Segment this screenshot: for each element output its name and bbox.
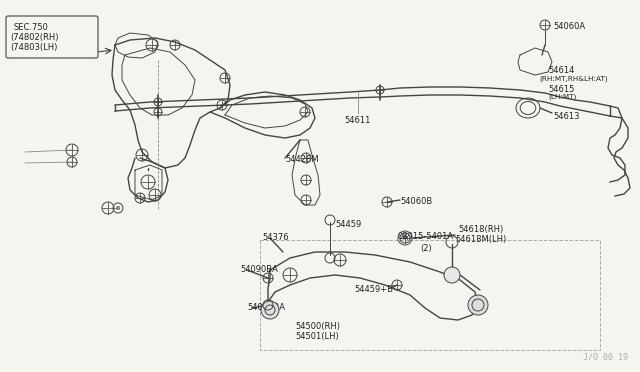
- Text: (74802(RH): (74802(RH): [10, 33, 58, 42]
- Text: 54459: 54459: [335, 220, 361, 229]
- Text: 54376: 54376: [262, 233, 289, 242]
- Text: (LH:MT): (LH:MT): [548, 93, 576, 99]
- Circle shape: [444, 267, 460, 283]
- Text: J/O 00 19: J/O 00 19: [583, 353, 628, 362]
- Text: 54611: 54611: [345, 116, 371, 125]
- Text: 54501(LH): 54501(LH): [295, 332, 339, 341]
- Text: 54614: 54614: [548, 66, 574, 75]
- Text: 54090BA: 54090BA: [240, 265, 278, 274]
- Text: (74803(LH): (74803(LH): [10, 43, 58, 52]
- Text: 54613: 54613: [553, 112, 579, 121]
- Text: 54060B: 54060B: [400, 197, 432, 206]
- Text: 54459+B: 54459+B: [354, 285, 393, 294]
- Text: 54428M: 54428M: [285, 155, 319, 164]
- Text: 54618(RH): 54618(RH): [458, 225, 503, 234]
- Text: 54615: 54615: [548, 85, 574, 94]
- Text: (RH:MT,RH&LH:AT): (RH:MT,RH&LH:AT): [539, 75, 607, 81]
- Bar: [260, 240, 600, 350]
- Text: SEC.750: SEC.750: [14, 23, 49, 32]
- Text: 08915-5401A: 08915-5401A: [398, 232, 454, 241]
- FancyBboxPatch shape: [6, 16, 98, 58]
- Text: (2): (2): [420, 244, 432, 253]
- Circle shape: [468, 295, 488, 315]
- Text: 54618M(LH): 54618M(LH): [455, 235, 506, 244]
- Text: 54060BA: 54060BA: [247, 303, 285, 312]
- Text: M: M: [403, 235, 408, 241]
- Text: 54060A: 54060A: [553, 22, 585, 31]
- Circle shape: [261, 301, 279, 319]
- Text: B: B: [116, 205, 120, 211]
- Text: 54500(RH): 54500(RH): [295, 322, 340, 331]
